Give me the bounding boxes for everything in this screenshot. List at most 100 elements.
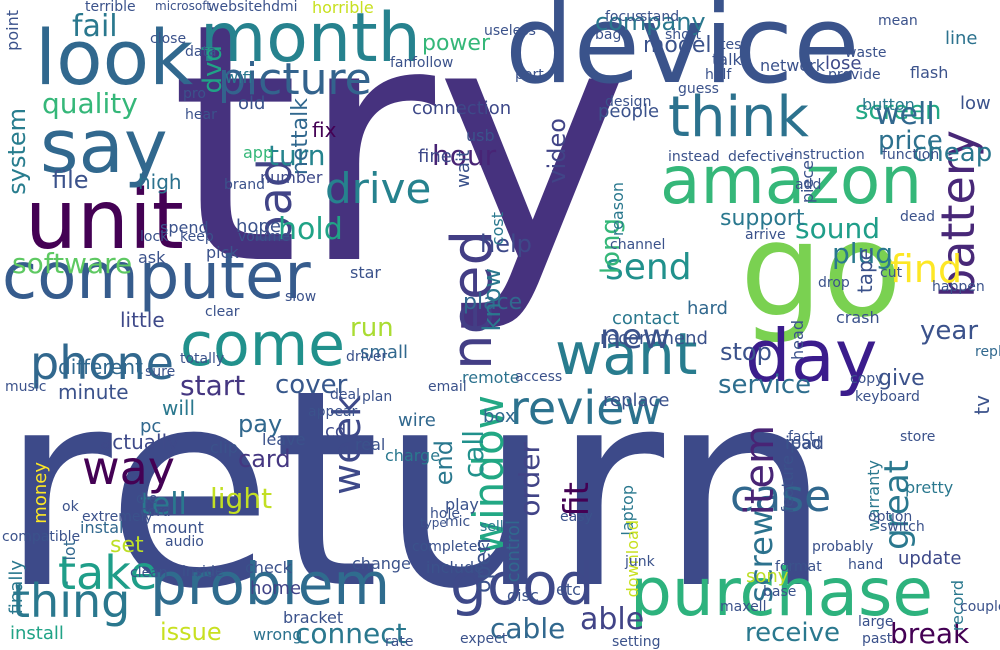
word: maxell xyxy=(720,599,767,615)
word: give xyxy=(878,366,925,391)
word: set xyxy=(110,533,144,558)
word: change xyxy=(352,554,411,573)
word: stop xyxy=(720,338,772,366)
word: problem xyxy=(150,550,390,618)
word: remote xyxy=(462,368,520,387)
word: mount xyxy=(152,518,204,537)
word: low xyxy=(960,93,991,114)
word: short xyxy=(665,27,701,43)
word: sell xyxy=(480,519,504,535)
word: type xyxy=(420,516,447,530)
word: find xyxy=(890,247,963,291)
word: will xyxy=(162,396,196,420)
word: tape xyxy=(853,248,877,294)
word: support xyxy=(720,206,805,231)
word: follow xyxy=(412,55,454,71)
word: store xyxy=(900,429,936,445)
word: model xyxy=(643,33,712,58)
word: say xyxy=(40,104,168,190)
word: talk xyxy=(712,50,742,69)
word: go xyxy=(740,194,903,346)
word: large xyxy=(858,614,894,630)
word: hole xyxy=(430,506,460,522)
word: inside xyxy=(182,564,224,580)
word: microsoft xyxy=(155,0,211,13)
word: wifi xyxy=(225,68,253,87)
word: file xyxy=(52,166,89,194)
word: bracket xyxy=(283,608,344,627)
word: switch xyxy=(880,519,925,535)
word: phone xyxy=(30,336,174,390)
word: half xyxy=(705,67,732,83)
word: small xyxy=(360,342,408,363)
word: happen xyxy=(932,279,985,295)
word: deal xyxy=(330,387,360,403)
word: connection xyxy=(412,98,512,119)
word: wire xyxy=(398,410,436,431)
word: mean xyxy=(878,13,918,29)
word: device xyxy=(505,0,860,108)
word: power xyxy=(422,31,490,56)
word: update xyxy=(898,548,962,569)
word: sound xyxy=(795,212,880,245)
word: fine xyxy=(418,146,452,167)
word: send xyxy=(605,247,692,288)
word: pretty xyxy=(905,478,954,497)
word: fail xyxy=(72,9,118,44)
word: recommend xyxy=(600,328,708,349)
word: extremely xyxy=(82,509,153,525)
word: price xyxy=(878,126,943,156)
word: real xyxy=(355,435,386,454)
word: pick xyxy=(206,243,239,262)
word: clean xyxy=(130,565,168,581)
word: ask xyxy=(138,248,166,267)
word: usb xyxy=(466,126,495,145)
word: clear xyxy=(205,304,240,320)
word: copy xyxy=(850,371,884,387)
word: item xyxy=(737,425,783,516)
word: box xyxy=(483,406,516,427)
word: finally xyxy=(6,560,27,615)
word: card xyxy=(238,445,291,473)
word: nettalk xyxy=(288,98,313,176)
word: design xyxy=(605,94,652,110)
word: star xyxy=(350,263,381,282)
word: lock xyxy=(140,229,169,245)
word: way xyxy=(82,441,176,495)
word: day xyxy=(745,314,878,398)
word: replace xyxy=(603,390,670,411)
word: hand xyxy=(848,557,884,573)
word: crash xyxy=(836,308,880,327)
word: company xyxy=(595,8,706,36)
word: little xyxy=(120,308,165,332)
word: waste xyxy=(845,45,887,61)
word: purchase xyxy=(630,554,933,631)
word: light xyxy=(210,482,273,515)
word: email xyxy=(428,379,467,395)
word: pc xyxy=(140,416,162,437)
word: keyboard xyxy=(855,389,920,405)
word: start xyxy=(180,369,246,402)
word: sony xyxy=(746,566,789,587)
word: setting xyxy=(612,634,661,650)
word: system xyxy=(3,108,31,195)
word: guess xyxy=(678,81,719,97)
word: video xyxy=(543,118,571,184)
word: screen xyxy=(855,96,942,126)
word: money xyxy=(30,462,51,524)
word: turn xyxy=(268,139,326,172)
word: cable xyxy=(490,612,566,645)
word: mic xyxy=(445,514,471,530)
word: charge xyxy=(385,446,441,465)
word: different xyxy=(58,355,143,379)
word: websitehdmi xyxy=(208,0,298,15)
word: well xyxy=(875,97,935,132)
word: disc xyxy=(507,586,539,605)
word: run xyxy=(350,313,394,343)
word: cord xyxy=(140,504,171,520)
word: compatible xyxy=(2,529,81,545)
word: software xyxy=(12,247,133,280)
word: break xyxy=(890,617,970,650)
word: probably xyxy=(812,539,874,555)
